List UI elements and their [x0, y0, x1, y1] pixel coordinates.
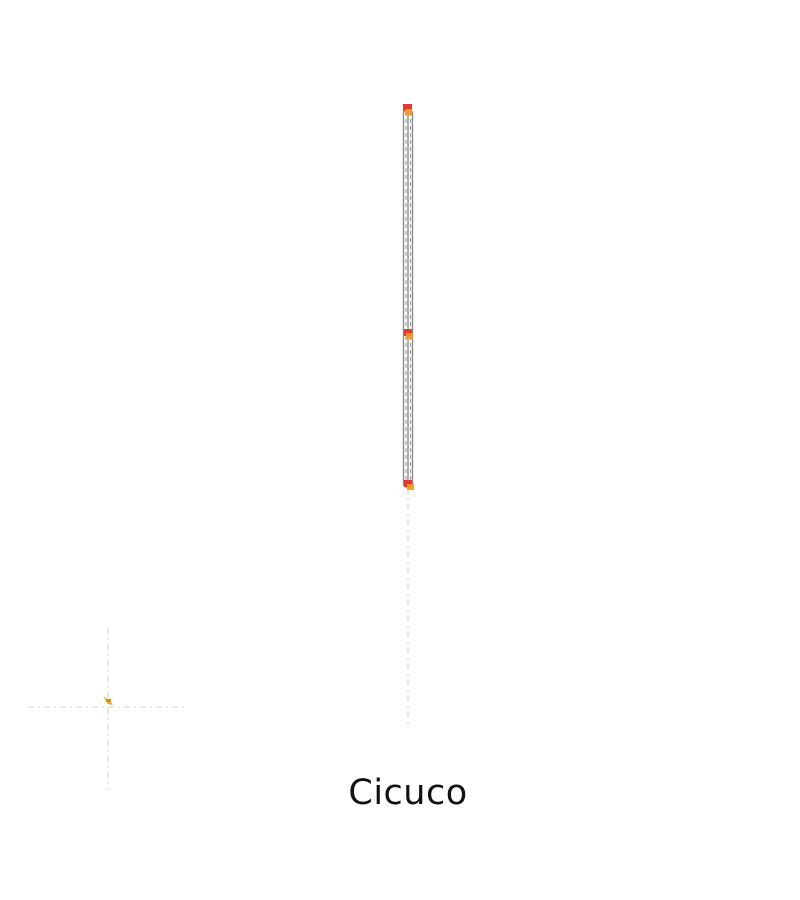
route-track: [402, 109, 414, 488]
place-title: Cicuco: [348, 773, 468, 813]
locator-marker-icon: [103, 696, 113, 705]
stop-middle: [404, 329, 413, 339]
stop-top: [403, 104, 412, 115]
stop-bottom: [404, 480, 414, 490]
